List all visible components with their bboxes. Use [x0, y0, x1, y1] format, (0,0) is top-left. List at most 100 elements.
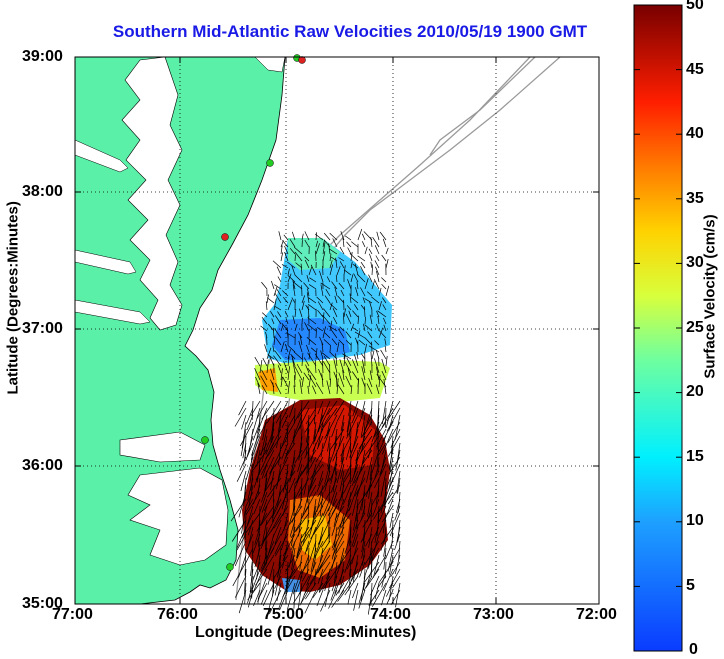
velocity-arrow — [280, 519, 289, 536]
velocity-arrow — [246, 442, 254, 457]
velocity-arrow — [391, 519, 394, 538]
velocity-arrow — [289, 463, 296, 483]
velocity-arrow — [287, 345, 296, 353]
velocity-arrow — [381, 283, 387, 290]
velocity-arrow — [247, 505, 254, 525]
velocity-arrow — [331, 540, 338, 560]
velocity-arrow — [279, 407, 289, 424]
station-marker — [201, 436, 209, 444]
velocity-arrow — [326, 380, 331, 395]
velocity-arrow — [301, 376, 304, 388]
velocity-arrow — [293, 407, 303, 423]
velocity-arrow — [365, 533, 373, 547]
velocity-arrow — [289, 247, 296, 255]
velocity-arrow — [247, 519, 254, 536]
velocity-arrow — [373, 414, 387, 437]
velocity-arrow — [324, 470, 331, 492]
velocity-arrow — [301, 295, 306, 304]
velocity-arrow — [363, 498, 366, 515]
velocity-arrow — [282, 240, 289, 248]
velocity-arrow — [349, 561, 352, 577]
velocity-arrow — [328, 325, 338, 332]
velocity-arrow — [370, 351, 373, 367]
velocity-arrow — [368, 470, 373, 499]
velocity-arrow — [382, 238, 387, 248]
delaware-bay — [254, 57, 286, 73]
velocity-arrow — [322, 358, 324, 374]
velocity-arrow — [361, 241, 366, 248]
velocity-arrow — [287, 349, 291, 360]
velocity-arrow — [274, 540, 282, 555]
velocity-arrow — [290, 526, 296, 547]
velocity-arrow — [325, 289, 331, 297]
velocity-arrow — [287, 268, 290, 276]
velocity-arrow — [367, 331, 373, 339]
velocity-arrow — [301, 300, 305, 311]
velocity-arrow — [338, 257, 345, 262]
velocity-arrow — [294, 309, 297, 318]
velocity-arrow — [310, 442, 317, 463]
velocity-arrow — [286, 582, 296, 610]
velocity-arrow — [274, 328, 282, 339]
velocity-arrow — [244, 568, 247, 595]
velocity-arrow — [284, 310, 289, 318]
velocity-arrow — [350, 251, 353, 262]
velocity-arrow — [371, 296, 380, 304]
velocity-arrow — [355, 287, 359, 297]
velocity-arrow — [339, 359, 345, 374]
velocity-arrow — [269, 428, 282, 451]
velocity-arrow — [254, 526, 261, 545]
velocity-arrow — [280, 252, 284, 262]
velocity-arrow — [286, 332, 296, 339]
velocity-arrow — [270, 311, 275, 318]
velocity-arrow — [315, 240, 319, 248]
velocity-arrow — [255, 376, 261, 388]
velocity-arrow — [304, 589, 317, 614]
velocity-arrow — [261, 369, 268, 381]
velocity-arrow — [363, 554, 373, 579]
velocity-arrow — [275, 383, 282, 395]
velocity-arrow — [329, 253, 332, 262]
velocity-arrow — [272, 260, 282, 269]
velocity-arrow — [361, 359, 366, 374]
velocity-arrow — [325, 554, 338, 580]
velocity-arrow — [289, 456, 296, 477]
velocity-arrow — [301, 519, 317, 544]
velocity-arrow — [273, 554, 289, 579]
velocity-arrow — [304, 256, 310, 262]
velocity-arrow — [334, 286, 338, 297]
velocity-arrow — [323, 339, 331, 346]
velocity-arrow — [236, 463, 247, 482]
velocity-arrow — [260, 526, 275, 547]
velocity-arrow — [322, 428, 331, 449]
velocity-arrow — [382, 421, 394, 442]
velocity-arrow — [329, 428, 345, 450]
velocity-arrow — [313, 428, 317, 445]
velocity-arrow — [352, 400, 359, 417]
velocity-arrow — [385, 355, 388, 367]
velocity-arrow — [378, 491, 394, 513]
velocity-arrow — [354, 477, 366, 497]
velocity-arrow — [253, 575, 261, 593]
velocity-arrow — [360, 505, 366, 521]
velocity-arrow — [277, 276, 282, 283]
velocity-arrow — [293, 385, 296, 395]
velocity-arrow — [253, 589, 261, 607]
velocity-arrow — [280, 376, 283, 388]
velocity-arrow — [344, 235, 352, 241]
velocity-arrow — [287, 356, 290, 367]
velocity-arrow — [279, 470, 296, 495]
velocity-arrow — [376, 421, 387, 437]
velocity-arrow — [374, 582, 380, 600]
velocity-arrow — [294, 323, 298, 332]
velocity-arrow — [282, 376, 289, 388]
velocity-arrow — [383, 477, 394, 502]
velocity-arrow — [306, 344, 310, 353]
velocity-arrow — [265, 301, 268, 311]
velocity-arrow — [356, 484, 373, 508]
velocity-arrow — [254, 368, 261, 381]
velocity-arrow — [274, 350, 282, 360]
velocity-arrow — [305, 407, 317, 425]
velocity-arrow — [315, 382, 324, 395]
velocity-arrow — [354, 304, 359, 311]
